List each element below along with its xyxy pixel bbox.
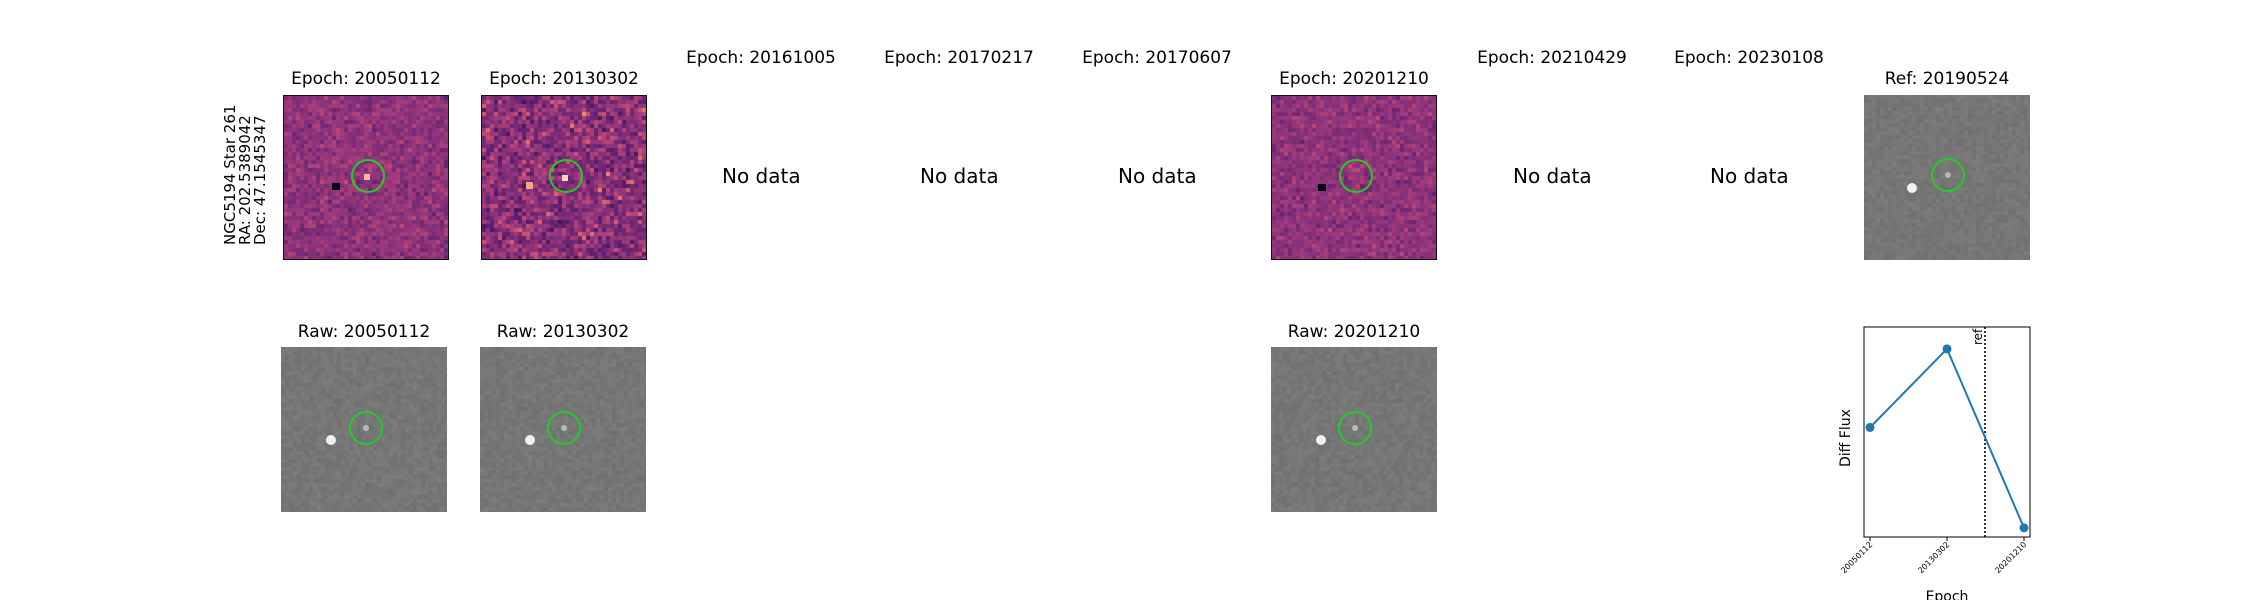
overlay	[526, 159, 583, 193]
target-circle	[547, 411, 581, 445]
dark-source	[332, 183, 340, 190]
x-tick-label: 20130302	[1916, 540, 1951, 575]
title-epoch-20050112: Epoch: 20050112	[291, 69, 441, 89]
no-data-20210429: No data	[1513, 164, 1592, 188]
target-star	[561, 425, 567, 431]
overlay	[525, 411, 581, 445]
target-star	[1352, 425, 1358, 431]
bright-star	[525, 435, 535, 445]
bright-star	[326, 435, 336, 445]
overlay	[1318, 159, 1373, 193]
x-axis-label: Epoch	[1926, 589, 1969, 600]
target-circle	[1338, 411, 1372, 445]
target-circle	[549, 159, 583, 193]
target-source	[562, 175, 568, 181]
target-star	[1945, 172, 1951, 178]
no-data-20170607: No data	[1118, 164, 1197, 188]
object-dec: Dec: 47.1545347	[251, 115, 269, 245]
raw-panel-20050112	[281, 347, 447, 512]
title-epoch-20230108: Epoch: 20230108	[1674, 48, 1824, 68]
overlay	[1907, 158, 1965, 193]
diff-image	[1272, 96, 1436, 259]
bright-source	[526, 182, 533, 189]
overlay	[1316, 411, 1372, 445]
y-axis-label: Diff Flux	[1838, 409, 1854, 467]
dark-source	[1318, 184, 1326, 191]
target-star	[363, 425, 369, 431]
target-circle	[1931, 158, 1965, 192]
bright-star	[1907, 183, 1917, 193]
ref-panel-20190524	[1864, 95, 2030, 260]
series-line	[1869, 347, 2025, 529]
target-circle	[351, 159, 385, 193]
data-point	[1942, 344, 1952, 354]
data-point	[1865, 422, 1875, 432]
x-tick-label: 20201210	[1993, 540, 2028, 575]
no-data-20230108: No data	[1710, 164, 1789, 188]
title-epoch-20170607: Epoch: 20170607	[1082, 48, 1232, 68]
title-raw-20201210: Raw: 20201210	[1287, 322, 1421, 342]
diff-panel-20130302	[481, 95, 647, 260]
diff-panel-20201210	[1271, 95, 1437, 260]
title-epoch-20161005: Epoch: 20161005	[686, 48, 836, 68]
no-data-20170217: No data	[920, 164, 999, 188]
title-ref-20190524: Ref: 20190524	[1884, 69, 2010, 89]
title-epoch-20130302: Epoch: 20130302	[489, 69, 639, 89]
data-point	[2019, 523, 2029, 533]
title-epoch-20170217: Epoch: 20170217	[884, 48, 1034, 68]
overlay	[326, 411, 383, 445]
diff-panel-20050112	[283, 95, 449, 260]
bright-star	[1316, 435, 1326, 445]
target-circle	[349, 411, 383, 445]
title-raw-20130302: Raw: 20130302	[496, 322, 630, 342]
x-tick-label: 20050112	[1839, 540, 1874, 575]
target-source	[364, 174, 370, 180]
target-circle	[1339, 159, 1373, 193]
light-curve-marks: ref 20050112 20130302 20201210 Epoch Diff Flu…	[1838, 326, 2031, 600]
axes-frame	[1863, 326, 2031, 538]
raw-panel-20130302	[480, 347, 646, 512]
title-epoch-20201210: Epoch: 20201210	[1279, 69, 1429, 89]
no-data-20161005: No data	[722, 164, 801, 188]
title-epoch-20210429: Epoch: 20210429	[1477, 48, 1627, 68]
light-curve-chart: ref 20050112 20130302 20201210 Epoch Diff Flu…	[1838, 326, 2031, 600]
overlay	[332, 159, 385, 193]
title-raw-20050112: Raw: 20050112	[297, 322, 431, 342]
raw-panel-20201210	[1271, 347, 1437, 512]
ref-label: ref	[1971, 328, 1985, 345]
